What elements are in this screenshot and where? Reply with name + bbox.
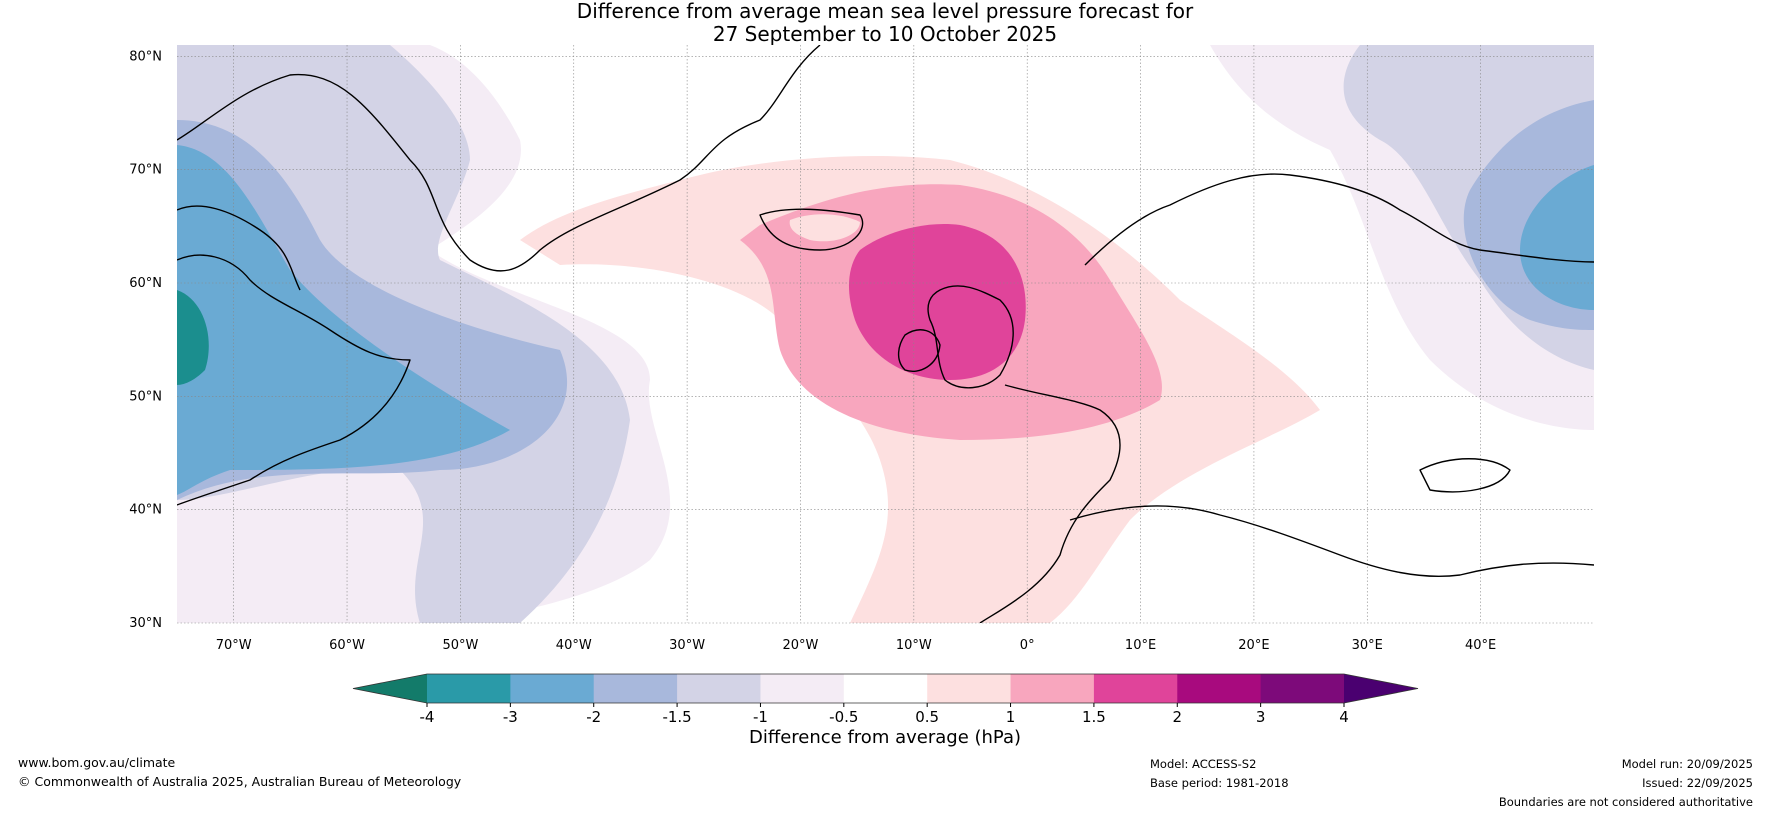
lon-label: 40°W (556, 638, 592, 653)
ireland-coast (897, 329, 941, 372)
map-title: Difference from average mean sea level p… (0, 0, 1770, 46)
copyright: © Commonwealth of Australia 2025, Austra… (18, 774, 462, 789)
colorbar-tick-label: 4 (1339, 708, 1349, 726)
lon-label: 70°W (216, 638, 252, 653)
black-sea-coast (1419, 458, 1511, 493)
contour-plus-plus-inner (789, 214, 860, 242)
contour-minus-3 (177, 290, 209, 385)
lat-label: 70°N (129, 163, 162, 178)
colorbar-segment (843, 674, 928, 703)
colorbar-under-arrow (353, 674, 427, 703)
colorbar-segment (1010, 674, 1095, 703)
colorbar-segment (427, 674, 511, 703)
colorbar-segment (510, 674, 595, 703)
anomaly-contours (177, 45, 1594, 623)
lon-label: 20°W (783, 638, 819, 653)
colorbar-tick-label: 1.5 (1082, 708, 1106, 726)
lat-label: 30°N (129, 616, 162, 631)
boundary-disclaimer: Boundaries are not considered authoritat… (1498, 795, 1753, 809)
colorbar: -4 -3 -2 -1.5 -1 -0.5 0.5 1 1.5 2 3 4 (352, 673, 1419, 726)
model-run: Model run: 20/09/2025 (1621, 757, 1753, 771)
footer-right: Model run: 20/09/2025 Issued: 22/09/2025… (1499, 755, 1753, 812)
bom-url: www.bom.gov.au/climate (18, 755, 176, 770)
lat-label: 50°N (129, 389, 162, 404)
footer-middle: Model: ACCESS-S2 Base period: 1981-2018 (1150, 755, 1289, 793)
colorbar-tick-label: 1 (1006, 708, 1016, 726)
lon-label: 30°E (1352, 638, 1383, 653)
colorbar-tick-label: -1 (753, 708, 768, 726)
colorbar-tick-label: 3 (1256, 708, 1266, 726)
lon-label: 20°E (1238, 638, 1269, 653)
lon-label: 10°W (896, 638, 932, 653)
colorbar-segment (927, 674, 1012, 703)
colorbar-segment (1177, 674, 1262, 703)
colorbar-title: Difference from average (hPa) (748, 727, 1022, 748)
colorbar-tick-label: -3 (503, 708, 518, 726)
colorbar-tick-label: 0.5 (915, 708, 939, 726)
iceland-coast (759, 208, 864, 251)
north-america-coast (177, 254, 411, 506)
coastlines (177, 45, 1594, 623)
colorbar-segment (593, 674, 678, 703)
issued-date: Issued: 22/09/2025 (1642, 776, 1753, 790)
colorbar-segment (1093, 674, 1178, 703)
colorbar-over-arrow (1344, 674, 1418, 703)
colorbar-segment (760, 674, 845, 703)
colorbar-segment (1260, 674, 1345, 703)
lon-label: 60°W (329, 638, 365, 653)
colorbar-tick-label: 2 (1172, 708, 1182, 726)
lat-label: 40°N (129, 503, 162, 518)
lon-label: 30°W (669, 638, 705, 653)
title-line-2: 27 September to 10 October 2025 (712, 22, 1058, 46)
model-name: Model: ACCESS-S2 (1150, 757, 1257, 771)
latitude-labels: 80°N 70°N 60°N 50°N 40°N 30°N (129, 49, 162, 631)
europe-coast (979, 384, 1121, 623)
lon-label: 50°W (442, 638, 478, 653)
contour-east-minus-2 (1520, 165, 1594, 310)
footer-left: www.bom.gov.au/climate © Commonwealth of… (18, 753, 461, 791)
base-period: Base period: 1981-2018 (1150, 776, 1289, 790)
contour-plus-1-5 (848, 224, 1026, 380)
colorbar-tick-label: -0.5 (829, 708, 858, 726)
contour-minus-2 (177, 145, 510, 495)
lon-label: 10°E (1125, 638, 1156, 653)
britain-coast (927, 285, 1014, 389)
lon-label: 40°E (1465, 638, 1496, 653)
colorbar-tick-label: -1.5 (662, 708, 691, 726)
lon-label: 0° (1020, 638, 1035, 653)
longitude-labels: 70°W 60°W 50°W 40°W 30°W 20°W 10°W 0° 10°E 20°E 30… (216, 638, 1497, 653)
colorbar-tick-label: -2 (586, 708, 601, 726)
mediterranean-coast (1069, 505, 1594, 577)
labrador-coast (177, 205, 301, 291)
colorbar-segment (677, 674, 761, 703)
greenland-coast (177, 45, 821, 272)
lat-label: 60°N (129, 276, 162, 291)
title-line-1: Difference from average mean sea level p… (576, 0, 1194, 23)
graticule (177, 45, 1594, 624)
scandinavia-coast (1084, 173, 1594, 266)
lat-label: 80°N (129, 49, 162, 64)
colorbar-tick-label: -4 (420, 708, 435, 726)
